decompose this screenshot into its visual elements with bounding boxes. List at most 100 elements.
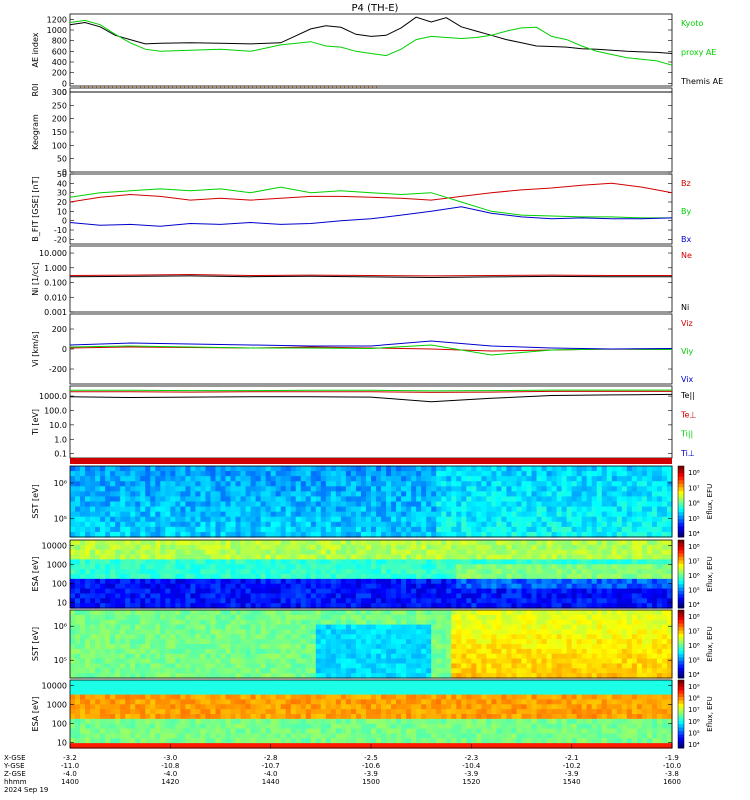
- spectrogram-cell: [646, 588, 653, 595]
- spectrogram-cell: [451, 639, 457, 645]
- spectrogram-cell: [340, 619, 347, 626]
- spectrogram-cell: [496, 583, 503, 590]
- spectrogram-cell: [215, 644, 222, 650]
- spectrogram-cell: [426, 593, 432, 599]
- spectrogram-cell: [561, 603, 568, 609]
- spectrogram-cell: [416, 598, 422, 604]
- spectrogram-cell: [105, 521, 111, 528]
- spectrogram-cell: [245, 559, 252, 565]
- spectrogram-cell: [516, 506, 523, 513]
- legend-label: Bx: [681, 235, 691, 244]
- spectrogram-cell: [416, 644, 422, 650]
- spectrogram-cell: [235, 653, 242, 660]
- spectrogram-cell: [466, 501, 472, 508]
- spectrogram-cell: [651, 578, 658, 585]
- spectrogram-cell: [240, 501, 247, 508]
- spectrogram-cell: [466, 583, 472, 590]
- spectrogram-cell: [471, 481, 477, 487]
- spectrogram-cell: [290, 564, 297, 570]
- spectrogram-cell: [511, 673, 518, 679]
- spectrogram-cell: [345, 491, 352, 498]
- spectrogram-cell: [265, 668, 272, 674]
- spectrogram-cell: [466, 554, 472, 561]
- spectrogram-cell: [120, 559, 126, 565]
- spectrogram-cell: [396, 648, 402, 655]
- spectrogram-cell: [631, 569, 638, 575]
- spectrogram-cell: [546, 598, 553, 604]
- spectrogram-cell: [85, 639, 91, 645]
- spectrogram-cell: [411, 554, 417, 561]
- spectrogram-cell: [325, 559, 332, 565]
- spectrogram-cell: [165, 526, 171, 533]
- spectrogram-cell: [350, 673, 357, 679]
- spectrogram-cell: [115, 598, 121, 604]
- spectrogram-cell: [75, 639, 81, 645]
- spectrogram-cell: [180, 629, 186, 635]
- spectrogram-cell: [150, 491, 156, 498]
- spectrogram-cell: [300, 624, 307, 631]
- spectrogram-cell: [421, 549, 427, 556]
- spectrogram-cell: [255, 544, 262, 551]
- spectrogram-cell: [155, 531, 161, 538]
- spectrogram-cell: [235, 544, 242, 551]
- spectrogram-cell: [466, 610, 472, 616]
- spectrogram-cell: [531, 521, 538, 528]
- spectrogram-cell: [416, 624, 422, 631]
- spectrogram-cell: [461, 588, 467, 595]
- spectrogram-cell: [160, 588, 166, 595]
- spectrogram-cell: [150, 648, 156, 655]
- spectrogram-cell: [100, 619, 106, 626]
- spectrogram-cell: [421, 610, 427, 616]
- spectrogram-cell: [245, 516, 252, 523]
- spectrogram-cell: [170, 564, 176, 570]
- spectrogram-cell: [90, 593, 96, 599]
- spectrogram-cell: [556, 516, 563, 523]
- spectrogram-cell: [260, 511, 267, 518]
- spectrogram-cell: [350, 491, 357, 498]
- spectrogram-cell: [591, 559, 598, 565]
- spectrogram-cell: [421, 668, 427, 674]
- spectrogram-cell: [526, 648, 533, 655]
- spectrogram-cell: [426, 531, 432, 538]
- spectrogram-cell: [205, 610, 212, 616]
- spectrogram-cell: [225, 564, 232, 570]
- spectrogram-cell: [491, 559, 498, 565]
- spectrogram-cell: [536, 619, 543, 626]
- spectrogram-cell: [240, 481, 247, 487]
- spectrogram-cell: [335, 486, 342, 492]
- spectrogram-cell: [325, 486, 332, 492]
- spectrogram-cell: [225, 598, 232, 604]
- spectrogram-cell: [661, 540, 668, 546]
- spectrogram-cell: [421, 648, 427, 655]
- spectrogram-cell: [656, 564, 663, 570]
- spectrogram-cell: [541, 496, 548, 503]
- spectrogram-cell: [290, 614, 297, 621]
- spectrogram-cell: [305, 476, 312, 482]
- spectrogram-cell: [315, 476, 322, 482]
- spectrogram-cell: [381, 603, 387, 609]
- spectrogram-cell: [636, 569, 643, 575]
- spectrogram-cell: [536, 663, 543, 669]
- spectrogram-cell: [295, 466, 302, 472]
- spectrogram-cell: [451, 648, 457, 655]
- spectrogram-cell: [125, 491, 131, 498]
- spectrogram-cell: [461, 619, 467, 626]
- spectrogram-cell: [531, 668, 538, 674]
- spectrogram-cell: [280, 471, 287, 477]
- spectrogram-cell: [195, 569, 202, 575]
- spectrogram-cell: [335, 578, 342, 585]
- spectrogram-cell: [175, 634, 181, 640]
- spectrogram-cell: [456, 476, 462, 482]
- spectrogram-cell: [275, 471, 282, 477]
- spectrogram-cell: [130, 511, 136, 518]
- spectrogram-cell: [456, 588, 462, 595]
- spectrogram-cell: [566, 598, 573, 604]
- spectrogram-cell: [596, 496, 603, 503]
- spectrogram-cell: [616, 554, 623, 561]
- spectrogram-cell: [185, 593, 191, 599]
- spectrogram-cell: [481, 569, 487, 575]
- spectrogram-cell: [275, 531, 282, 538]
- spectrogram-cell: [636, 481, 643, 487]
- spectrogram-cell: [120, 668, 126, 674]
- spectrogram-cell: [551, 531, 558, 538]
